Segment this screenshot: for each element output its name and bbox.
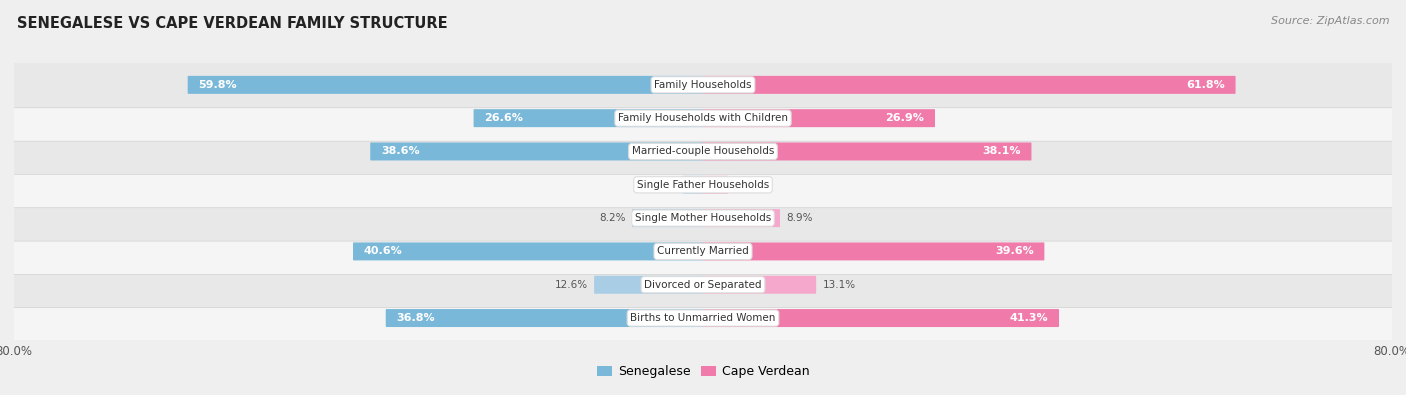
FancyBboxPatch shape	[703, 176, 728, 194]
Text: 8.2%: 8.2%	[599, 213, 626, 223]
FancyBboxPatch shape	[703, 143, 1032, 160]
Legend: Senegalese, Cape Verdean: Senegalese, Cape Verdean	[592, 360, 814, 383]
Text: 39.6%: 39.6%	[995, 246, 1033, 256]
Text: Family Households with Children: Family Households with Children	[619, 113, 787, 123]
Text: 26.6%: 26.6%	[484, 113, 523, 123]
FancyBboxPatch shape	[370, 143, 703, 160]
FancyBboxPatch shape	[683, 176, 703, 194]
FancyBboxPatch shape	[187, 76, 703, 94]
Text: Married-couple Households: Married-couple Households	[631, 147, 775, 156]
Text: Single Father Households: Single Father Households	[637, 180, 769, 190]
FancyBboxPatch shape	[703, 276, 815, 294]
Text: Currently Married: Currently Married	[657, 246, 749, 256]
FancyBboxPatch shape	[3, 128, 1403, 175]
Text: 38.6%: 38.6%	[381, 147, 419, 156]
FancyBboxPatch shape	[3, 228, 1403, 275]
FancyBboxPatch shape	[353, 243, 703, 260]
Text: 38.1%: 38.1%	[983, 147, 1021, 156]
FancyBboxPatch shape	[633, 209, 703, 227]
Text: 8.9%: 8.9%	[786, 213, 813, 223]
FancyBboxPatch shape	[703, 76, 1236, 94]
Text: 26.9%: 26.9%	[886, 113, 924, 123]
Text: 2.9%: 2.9%	[735, 180, 762, 190]
Text: 61.8%: 61.8%	[1187, 80, 1225, 90]
FancyBboxPatch shape	[385, 309, 703, 327]
FancyBboxPatch shape	[703, 209, 780, 227]
FancyBboxPatch shape	[595, 276, 703, 294]
Text: 12.6%: 12.6%	[554, 280, 588, 290]
Text: 36.8%: 36.8%	[396, 313, 434, 323]
FancyBboxPatch shape	[474, 109, 703, 127]
FancyBboxPatch shape	[703, 243, 1045, 260]
Text: Source: ZipAtlas.com: Source: ZipAtlas.com	[1271, 16, 1389, 26]
FancyBboxPatch shape	[703, 309, 1059, 327]
FancyBboxPatch shape	[3, 295, 1403, 341]
Text: 59.8%: 59.8%	[198, 80, 238, 90]
FancyBboxPatch shape	[3, 95, 1403, 141]
Text: Births to Unmarried Women: Births to Unmarried Women	[630, 313, 776, 323]
Text: 41.3%: 41.3%	[1010, 313, 1049, 323]
FancyBboxPatch shape	[3, 262, 1403, 308]
FancyBboxPatch shape	[3, 195, 1403, 241]
FancyBboxPatch shape	[703, 109, 935, 127]
Text: Divorced or Separated: Divorced or Separated	[644, 280, 762, 290]
Text: SENEGALESE VS CAPE VERDEAN FAMILY STRUCTURE: SENEGALESE VS CAPE VERDEAN FAMILY STRUCT…	[17, 16, 447, 31]
Text: 13.1%: 13.1%	[823, 280, 856, 290]
Text: Single Mother Households: Single Mother Households	[636, 213, 770, 223]
Text: 40.6%: 40.6%	[364, 246, 402, 256]
FancyBboxPatch shape	[3, 162, 1403, 208]
Text: Family Households: Family Households	[654, 80, 752, 90]
Text: 2.3%: 2.3%	[650, 180, 676, 190]
FancyBboxPatch shape	[3, 62, 1403, 108]
